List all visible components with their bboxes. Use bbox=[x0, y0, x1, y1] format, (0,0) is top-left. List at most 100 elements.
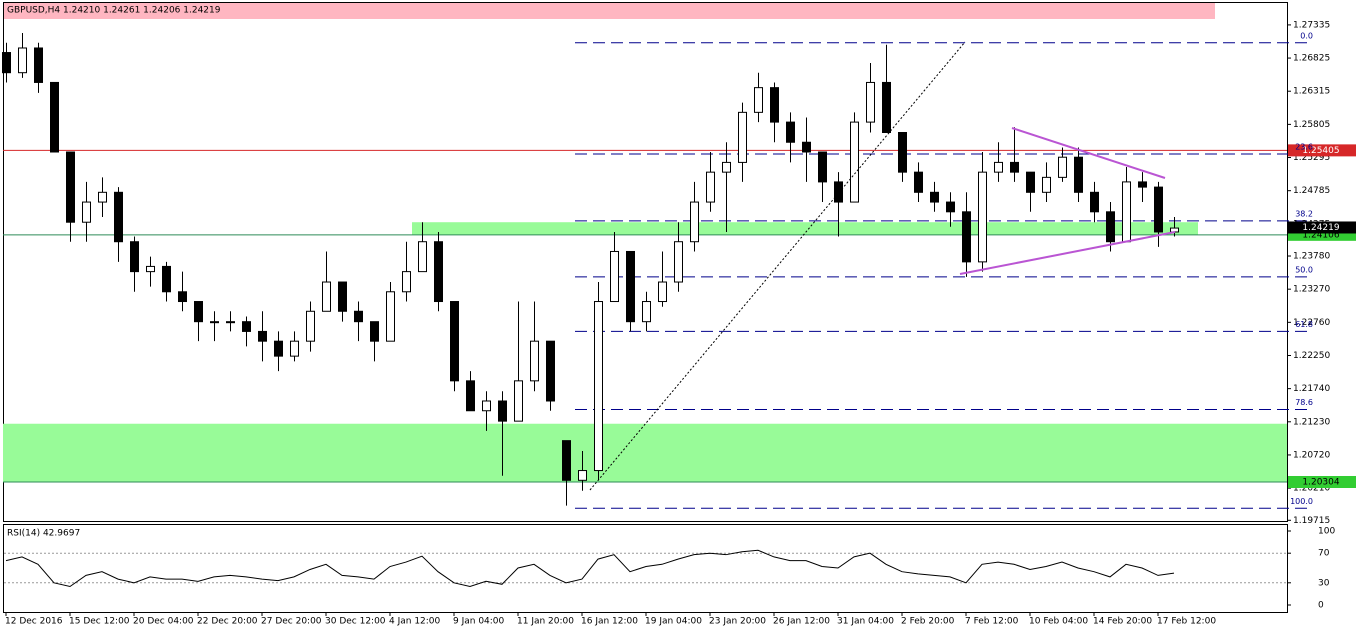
rsi-y-tick-label: 0 bbox=[1318, 601, 1324, 611]
candle-body bbox=[930, 191, 939, 203]
candle-body bbox=[1010, 161, 1019, 173]
candle-body bbox=[690, 201, 699, 243]
candle-body bbox=[210, 321, 219, 324]
main-panel bbox=[3, 2, 1288, 522]
candle-body bbox=[418, 241, 427, 273]
candle-body bbox=[498, 400, 507, 422]
x-tick-label: 26 Jan 12:00 bbox=[773, 617, 830, 627]
candle-body bbox=[306, 310, 315, 342]
triangle-lower bbox=[959, 231, 1176, 275]
last-price-label: 1.24219 bbox=[1302, 223, 1339, 233]
x-tick-label: 30 Dec 12:00 bbox=[325, 617, 386, 627]
candle-body bbox=[834, 181, 843, 203]
candle-body bbox=[98, 191, 107, 203]
candle-body bbox=[130, 241, 139, 273]
candle-body bbox=[370, 321, 379, 342]
candle-body bbox=[258, 330, 267, 342]
candle-body bbox=[594, 301, 603, 472]
y-tick-label: 1.21230 bbox=[1293, 417, 1330, 427]
x-tick-label: 22 Dec 20:00 bbox=[197, 617, 258, 627]
fib-label: 100.0 bbox=[1290, 497, 1313, 506]
x-tick-label: 10 Feb 04:00 bbox=[1029, 617, 1088, 627]
candle-body bbox=[1138, 181, 1147, 188]
candle-body bbox=[434, 241, 443, 303]
x-tick-label: 16 Jan 12:00 bbox=[581, 617, 638, 627]
y-tick-label: 1.24785 bbox=[1293, 186, 1330, 196]
y-tick-label: 1.27335 bbox=[1293, 20, 1330, 30]
support-zone bbox=[3, 423, 1287, 482]
candle-body bbox=[898, 132, 907, 173]
zone-price-label: 1.24106 bbox=[1302, 230, 1339, 240]
candle-body bbox=[514, 380, 523, 422]
x-tick-label: 9 Jan 04:00 bbox=[453, 617, 505, 627]
candle-body bbox=[1154, 186, 1163, 233]
candle-body bbox=[322, 281, 331, 312]
x-tick-label: 19 Jan 04:00 bbox=[645, 617, 702, 627]
y-tick-label: 1.25805 bbox=[1293, 120, 1330, 130]
level-price-box bbox=[1288, 144, 1356, 157]
fib-label: 78.6 bbox=[1295, 398, 1313, 407]
candle-body bbox=[18, 47, 27, 74]
y-tick-label: 1.20210 bbox=[1293, 484, 1330, 494]
chart-title: GBPUSD,H4 1.24210 1.24261 1.24206 1.2421… bbox=[7, 6, 221, 16]
x-tick-label: 12 Dec 2016 bbox=[5, 617, 63, 627]
candle-body bbox=[162, 265, 171, 293]
x-tick-label: 27 Dec 20:00 bbox=[261, 617, 322, 627]
trend-line bbox=[589, 41, 966, 491]
y-tick-label: 1.19715 bbox=[1293, 516, 1330, 526]
fib-label: 61.8 bbox=[1295, 320, 1313, 329]
x-tick-label: 14 Feb 20:00 bbox=[1093, 617, 1152, 627]
rsi-y-tick-label: 100 bbox=[1318, 527, 1335, 537]
x-tick-label: 4 Jan 12:00 bbox=[389, 617, 441, 627]
candle-body bbox=[226, 321, 235, 324]
candle-body bbox=[466, 380, 475, 412]
candle-body bbox=[1074, 156, 1083, 193]
candle-body bbox=[1122, 181, 1131, 243]
background-layer bbox=[3, 24, 1312, 606]
rsi-y-tick-label: 30 bbox=[1318, 578, 1330, 588]
candle-body bbox=[706, 171, 715, 203]
x-tick-label: 31 Jan 04:00 bbox=[837, 617, 894, 627]
candle-body bbox=[354, 310, 363, 323]
candle-body bbox=[658, 281, 667, 303]
candle-body bbox=[82, 201, 91, 223]
candle-body bbox=[722, 161, 731, 173]
candle-body bbox=[290, 340, 299, 357]
candle-body bbox=[770, 87, 779, 123]
x-tick-label: 17 Feb 12:00 bbox=[1157, 617, 1216, 627]
x-tick-label: 23 Jan 20:00 bbox=[709, 617, 766, 627]
y-tick-label: 1.21740 bbox=[1293, 384, 1330, 394]
rsi-line bbox=[5, 549, 1175, 588]
x-tick-label: 15 Dec 12:00 bbox=[69, 617, 130, 627]
candle-body bbox=[786, 121, 795, 143]
candle-body bbox=[34, 47, 43, 83]
candle-body bbox=[642, 301, 651, 323]
header-bar bbox=[3, 2, 1215, 19]
candle-body bbox=[194, 301, 203, 323]
x-tick-label: 7 Feb 12:00 bbox=[965, 617, 1019, 627]
y-tick-label: 1.26315 bbox=[1293, 87, 1330, 97]
candle-body bbox=[914, 171, 923, 193]
candle-body bbox=[2, 52, 11, 74]
candle-body bbox=[802, 141, 811, 153]
y-tick-label: 1.22250 bbox=[1293, 351, 1330, 361]
candle-body bbox=[562, 440, 571, 481]
y-tick-label: 1.23270 bbox=[1293, 285, 1330, 295]
candle-body bbox=[754, 87, 763, 113]
candle-body bbox=[946, 201, 955, 213]
y-tick-label: 1.23780 bbox=[1293, 252, 1330, 262]
x-tick-label: 2 Feb 20:00 bbox=[901, 617, 955, 627]
y-tick-label: 1.22760 bbox=[1293, 318, 1330, 328]
candle-body bbox=[482, 400, 491, 412]
candle-body bbox=[578, 470, 587, 481]
candle-body bbox=[978, 171, 987, 263]
candle-body bbox=[450, 301, 459, 382]
triangle-upper bbox=[1011, 127, 1166, 179]
zone-price-label: 1.20304 bbox=[1302, 477, 1339, 487]
x-tick-label: 11 Jan 20:00 bbox=[517, 617, 574, 627]
y-tick-label: 1.26825 bbox=[1293, 54, 1330, 64]
fib-label: 38.2 bbox=[1295, 209, 1313, 218]
candle-body bbox=[1090, 191, 1099, 213]
candle-body bbox=[674, 241, 683, 283]
